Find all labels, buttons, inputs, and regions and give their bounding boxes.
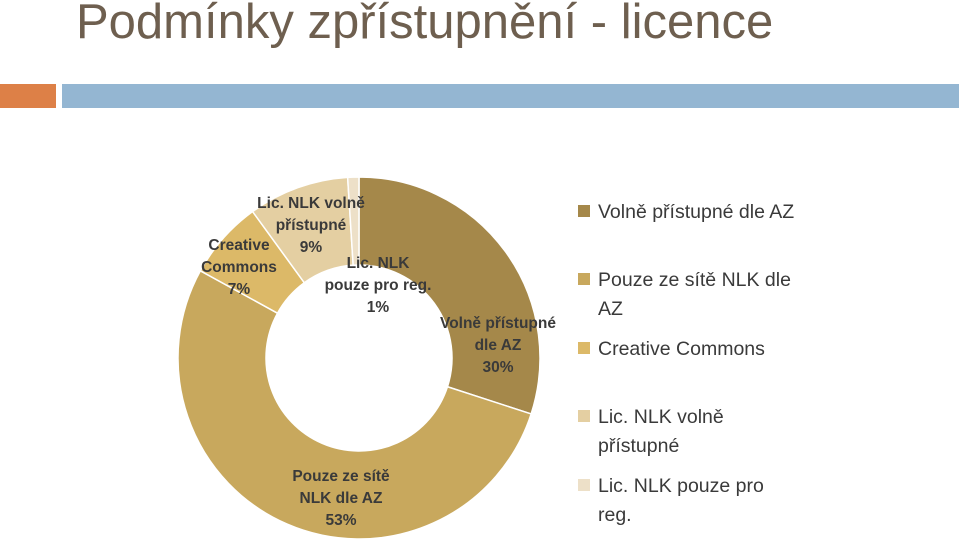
legend-label: Lic. NLK pouze pro reg.	[598, 475, 764, 526]
legend-label: Volně přístupné dle AZ	[598, 201, 795, 223]
data-label-4: Lic. NLK pouze pro reg. 1%	[325, 255, 432, 316]
legend-swatch	[578, 273, 590, 285]
accent-bar	[0, 84, 56, 108]
legend-label: Lic. NLK volně přístupné	[598, 406, 724, 457]
data-label-1: Pouze ze sítě NLK dle AZ 53%	[292, 468, 390, 529]
legend-swatch	[578, 479, 590, 491]
data-label-0: Volně přístupné dle AZ 30%	[440, 315, 556, 376]
legend-item-pouze-ze-site: Pouze ze sítě NLK dle AZ	[578, 266, 798, 324]
chart-slice-4	[346, 176, 360, 266]
legend-label: Creative Commons	[598, 338, 765, 360]
legend-swatch	[578, 205, 590, 217]
data-label-3: Lic. NLK volně přístupné 9%	[257, 195, 365, 256]
chart-slice-1	[177, 269, 533, 540]
title-underline-bar	[62, 84, 959, 108]
legend-item-lic-nlk-pouze: Lic. NLK pouze pro reg.	[578, 472, 798, 530]
legend-swatch	[578, 342, 590, 354]
data-label-2: Creative Commons 7%	[201, 237, 277, 298]
legend-item-creative-commons: Creative Commons	[578, 335, 798, 364]
legend-label: Pouze ze sítě NLK dle AZ	[598, 269, 791, 320]
legend-swatch	[578, 410, 590, 422]
chart-slice-0	[358, 176, 541, 415]
legend-item-lic-nlk-volne: Lic. NLK volně přístupné	[578, 403, 798, 461]
page-title: Podmínky zpřístupnění - licence	[76, 0, 774, 49]
legend-item-volne-pristupne: Volně přístupné dle AZ	[578, 198, 798, 227]
